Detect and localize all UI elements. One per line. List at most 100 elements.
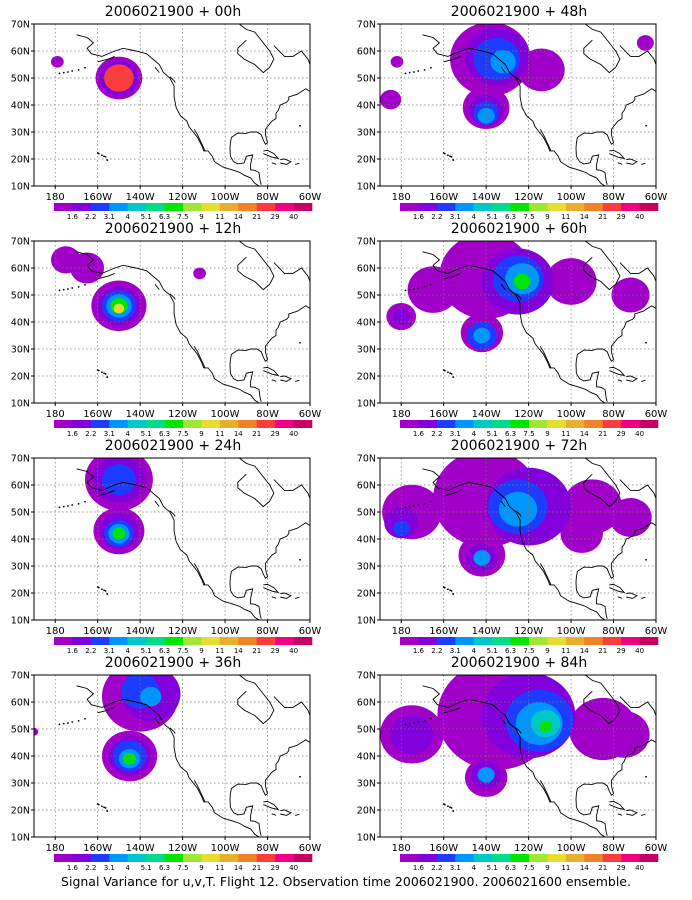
colorbar-swatch (436, 854, 456, 862)
colorbar-swatch (201, 854, 221, 862)
longitude-tick-label: 160W (83, 626, 112, 637)
colorbar-label: 2.2 (85, 430, 96, 438)
longitude-tick-label: 80W (602, 626, 625, 637)
colorbar-label: 4 (471, 430, 476, 438)
latitude-tick-label: 60N (357, 47, 376, 58)
longitude-tick-label: 100W (557, 843, 586, 854)
latitude-tick-label: 70N (357, 20, 376, 31)
panel-title: 2006021900 + 84h (450, 655, 588, 671)
longitude-tick-label: 60W (299, 626, 322, 637)
variance-contour (123, 752, 136, 765)
colorbar-label: 11 (561, 213, 570, 221)
latitude-tick-label: 60N (357, 481, 376, 492)
colorbar-swatch (183, 637, 202, 645)
colorbar-swatch (455, 637, 475, 645)
latitude-tick-label: 10N (11, 616, 30, 627)
longitude-tick-label: 160W (429, 843, 458, 854)
colorbar-swatch (584, 203, 604, 211)
variance-contour (598, 711, 650, 758)
longitude-tick-label: 120W (514, 409, 543, 420)
colorbar-label: 2.2 (431, 647, 442, 655)
map-panel: 2006021900 + 72h 70N 60N 50N 40N 30N 20N 10N 180… (346, 436, 692, 661)
variance-map: 70N 60N 50N 40N 30N 20N 10N 180 160W 140W 120W 100W… (357, 671, 668, 873)
colorbar-swatch (621, 203, 640, 211)
longitude-tick-label: 100W (211, 409, 240, 420)
colorbar-label: 21 (598, 647, 607, 655)
colorbar-swatch (547, 637, 567, 645)
colorbar-label: 1.6 (413, 864, 425, 872)
colorbar-label: 14 (234, 647, 243, 655)
gridlines (380, 241, 656, 403)
colorbar-label: 29 (617, 430, 626, 438)
colorbar-swatch (164, 854, 184, 862)
colorbar-swatch (146, 203, 165, 211)
panel-title: 2006021900 + 12h (104, 221, 242, 237)
map-panel: 2006021900 + 00h 70N 60N 50N 40N 30N 20N 10N 180… (0, 2, 346, 227)
figure-caption: Signal Variance for u,v,T. Flight 12. Ob… (61, 874, 631, 889)
colorbar-swatch (275, 203, 294, 211)
colorbar-label: 7.5 (523, 430, 534, 438)
colorbar-swatch (455, 854, 475, 862)
colorbar-swatch (602, 854, 622, 862)
colorbar-label: 2.2 (431, 864, 442, 872)
map-panel: 2006021900 + 48h 70N 60N 50N 40N 30N 20N 10N 180… (346, 2, 692, 227)
latitude-tick-label: 10N (11, 399, 30, 410)
colorbar-label: 29 (617, 647, 626, 655)
colorbar-label: 2.2 (431, 213, 442, 221)
colorbar: 1.6 2.2 3.1 4 5.1 6.3 7.5 9 11 14 21 29 40 (400, 637, 659, 655)
colorbar: 1.6 2.2 3.1 4 5.1 6.3 7.5 9 11 14 21 29 40 (400, 420, 659, 438)
colorbar-label: 11 (215, 647, 224, 655)
variance-contour (392, 520, 410, 536)
colorbar-swatch (293, 637, 313, 645)
coastline (404, 241, 656, 403)
map-panel: 2006021900 + 60h 70N 60N 50N 40N 30N 20N 10N 180… (346, 219, 692, 444)
latitude-tick-label: 60N (11, 481, 30, 492)
map-panel: 2006021900 + 12h 70N 60N 50N 40N 30N 20N 10N 180… (0, 219, 346, 444)
latitude-tick-label: 70N (11, 20, 30, 31)
variance-contour (473, 327, 491, 344)
longitude-tick-label: 60W (645, 843, 668, 854)
colorbar-label: 9 (545, 213, 549, 221)
latitude-tick-label: 30N (11, 779, 30, 790)
colorbar-swatch (54, 420, 73, 428)
colorbar-swatch (639, 203, 659, 211)
colorbar-label: 40 (289, 647, 298, 655)
variance-contour (390, 714, 434, 754)
longitude-tick-label: 120W (168, 192, 197, 203)
colorbar-label: 1.6 (413, 213, 425, 221)
longitude-tick-label: 100W (557, 192, 586, 203)
colorbar-swatch (529, 637, 548, 645)
colorbar-label: 29 (617, 864, 626, 872)
latitude-tick-label: 70N (11, 237, 30, 248)
colorbar-swatch (201, 203, 221, 211)
latitude-tick-label: 10N (357, 616, 376, 627)
longitude-tick-label: 140W (472, 843, 501, 854)
colorbar-swatch (565, 637, 585, 645)
latitude-tick-label: 70N (357, 671, 376, 682)
colorbar-label: 5.1 (141, 213, 152, 221)
colorbar-swatch (54, 203, 73, 211)
colorbar-label: 3.1 (450, 864, 461, 872)
panel-title: 2006021900 + 24h (104, 438, 242, 454)
latitude-tick-label: 20N (11, 372, 30, 383)
colorbar-swatch (219, 854, 239, 862)
colorbar-swatch (547, 420, 567, 428)
colorbar-swatch (547, 854, 567, 862)
latitude-tick-label: 60N (11, 698, 30, 709)
colorbar-swatch (54, 854, 73, 862)
colorbar-swatch (238, 854, 258, 862)
colorbar-label: 21 (598, 864, 607, 872)
colorbar-swatch (510, 203, 530, 211)
colorbar-label: 6.3 (505, 864, 516, 872)
colorbar-label: 5.1 (487, 430, 498, 438)
panel-title: 2006021900 + 36h (104, 655, 242, 671)
colorbar-label: 9 (199, 430, 203, 438)
longitude-tick-label: 180 (392, 626, 411, 637)
latitude-tick-label: 60N (11, 47, 30, 58)
colorbar-swatch (400, 203, 419, 211)
colorbar-swatch (400, 637, 419, 645)
latitude-tick-label: 20N (357, 806, 376, 817)
colorbar-swatch (436, 420, 456, 428)
latitude-tick-label: 60N (357, 698, 376, 709)
gridlines (380, 675, 656, 837)
